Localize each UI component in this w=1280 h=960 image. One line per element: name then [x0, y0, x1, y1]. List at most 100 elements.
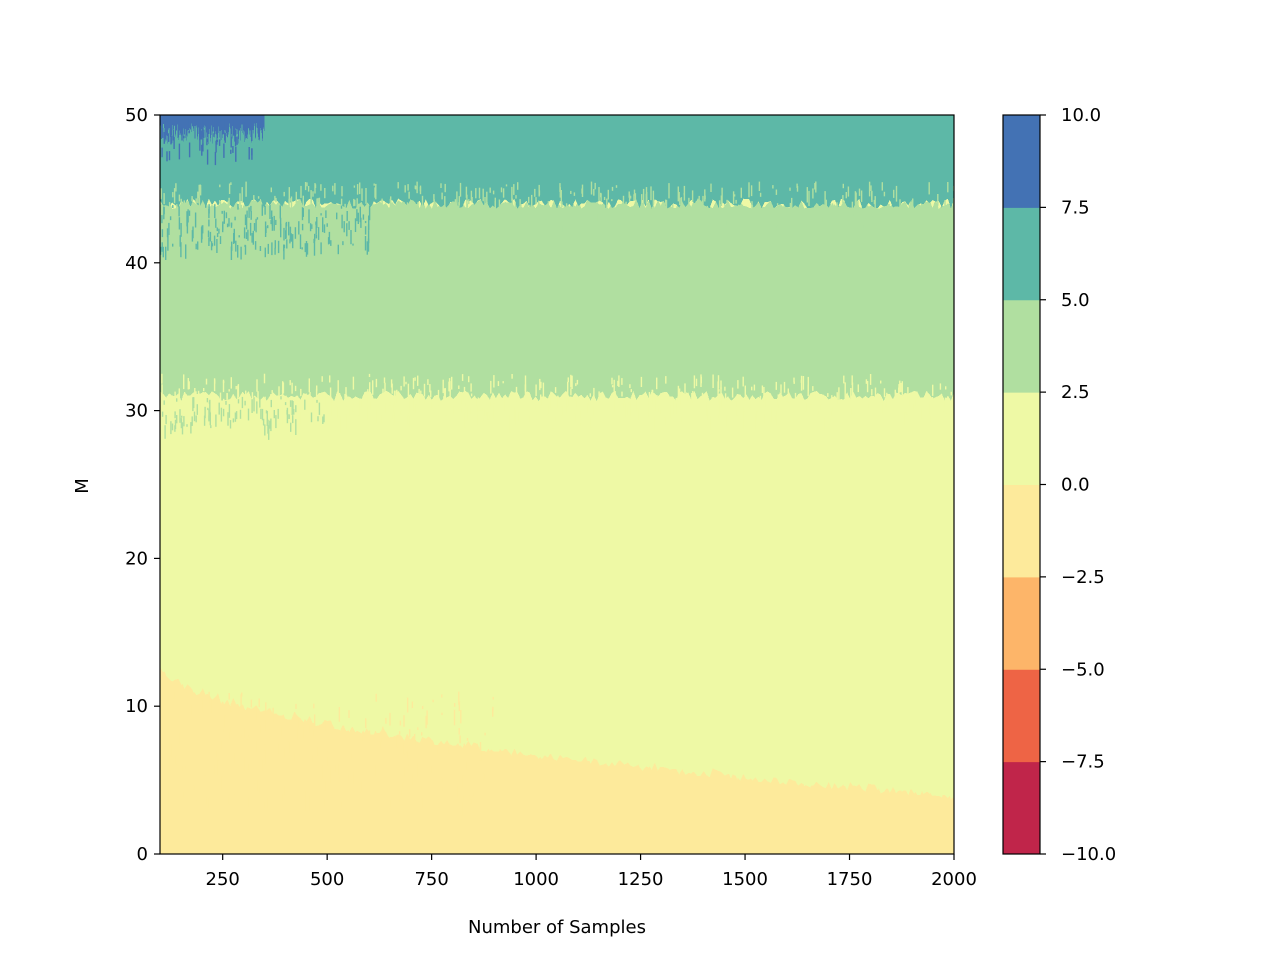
contour-speckle — [457, 786, 459, 797]
contour-speckle — [223, 729, 225, 732]
contour-speckle — [315, 388, 318, 400]
contour-speckle — [288, 221, 290, 236]
contour-speckle — [692, 391, 694, 404]
contour-speckle — [274, 247, 276, 255]
contour-speckle — [421, 195, 424, 211]
contour-speckle — [459, 735, 461, 744]
contour-speckle — [350, 753, 352, 759]
contour-speckle — [280, 396, 282, 400]
contour-speckle — [239, 193, 241, 209]
contour-speckle — [362, 214, 365, 220]
contour-speckle — [270, 394, 272, 401]
contour-speckle — [274, 225, 276, 241]
contour-speckle — [458, 385, 460, 389]
contour-speckle — [365, 188, 367, 204]
contour-speckle — [665, 199, 667, 205]
contour-speckle — [186, 424, 188, 427]
contour-speckle — [167, 119, 169, 124]
contour-speckle — [378, 206, 380, 213]
contour-speckle — [411, 399, 414, 412]
contour-speckle — [293, 410, 296, 415]
contour-speckle — [291, 216, 293, 222]
contour-speckle — [736, 409, 739, 416]
contour-speckle — [458, 213, 460, 228]
colorbar-band — [1003, 484, 1040, 578]
contour-speckle — [234, 129, 236, 142]
contour-speckle — [867, 404, 869, 409]
contour-speckle — [916, 410, 919, 413]
contour-speckle — [402, 782, 405, 789]
x-tick-label: 250 — [206, 869, 240, 890]
contour-speckle — [473, 210, 475, 216]
contour-speckle — [284, 402, 287, 406]
contour-speckle — [286, 407, 289, 424]
contour-speckle — [489, 187, 491, 193]
contour-speckle — [245, 217, 248, 230]
contour-speckle — [656, 225, 659, 239]
contour-speckle — [195, 243, 197, 250]
contour-speckle — [183, 200, 185, 215]
contour-speckle — [561, 201, 563, 208]
contour-speckle — [280, 405, 283, 418]
contour-speckle — [294, 385, 297, 392]
contour-speckle — [383, 377, 386, 384]
contour-speckle — [425, 715, 427, 729]
contour-speckle — [195, 198, 197, 206]
contour-speckle — [199, 185, 202, 196]
contour-speckle — [929, 415, 931, 424]
contour-speckle — [942, 210, 944, 213]
x-tick-label: 750 — [414, 869, 448, 890]
contour-speckle — [346, 774, 349, 782]
contour-speckle — [381, 414, 383, 423]
contour-speckle — [166, 400, 168, 403]
contour-speckle — [198, 186, 201, 191]
contour-speckle — [349, 409, 352, 417]
contour-speckle — [445, 210, 447, 227]
contour-speckle — [215, 414, 217, 427]
contour-speckle — [229, 732, 231, 740]
contour-speckle — [312, 191, 314, 197]
contour-speckle — [700, 376, 702, 384]
contour-speckle — [290, 233, 292, 242]
contour-speckle — [197, 390, 200, 395]
contour-speckle — [313, 754, 315, 757]
contour-speckle — [241, 692, 243, 697]
contour-speckle — [382, 388, 384, 396]
contour-speckle — [437, 798, 439, 803]
contour-speckle — [500, 187, 503, 193]
contour-speckle — [590, 181, 593, 195]
contour-speckle — [899, 380, 901, 393]
contour-speckle — [219, 392, 222, 403]
contour-speckle — [265, 226, 267, 233]
contour-speckle — [256, 217, 259, 220]
contour-speckle — [255, 705, 257, 720]
contour-speckle — [314, 183, 316, 194]
contour-speckle — [211, 223, 214, 238]
contour-speckle — [344, 414, 347, 429]
contour-speckle — [271, 210, 273, 220]
contour-speckle — [364, 226, 367, 235]
contour-speckle — [630, 389, 632, 393]
contour-speckle — [223, 210, 225, 224]
contour-speckle — [425, 218, 427, 234]
colorbar-tick-label: −5.0 — [1061, 659, 1105, 680]
contour-speckle — [573, 216, 575, 228]
contour-speckle — [242, 409, 245, 416]
contour-speckle — [392, 413, 395, 425]
contour-speckle — [417, 375, 419, 386]
contour-speckle — [280, 223, 282, 238]
contour-speckle — [298, 221, 300, 235]
contour-speckle — [637, 408, 639, 421]
contour-speckle — [820, 404, 822, 410]
contour-speckle — [222, 408, 225, 417]
contour-speckle — [296, 412, 299, 428]
contour-speckle — [717, 402, 720, 416]
contour-speckle — [781, 225, 783, 237]
contour-speckle — [195, 391, 197, 398]
contour-speckle — [250, 205, 252, 212]
x-tick-label: 1500 — [722, 869, 768, 890]
contour-speckle — [426, 710, 428, 725]
contour-speckle — [323, 224, 326, 233]
contour-speckle — [258, 698, 260, 708]
contour-speckle — [356, 184, 359, 195]
